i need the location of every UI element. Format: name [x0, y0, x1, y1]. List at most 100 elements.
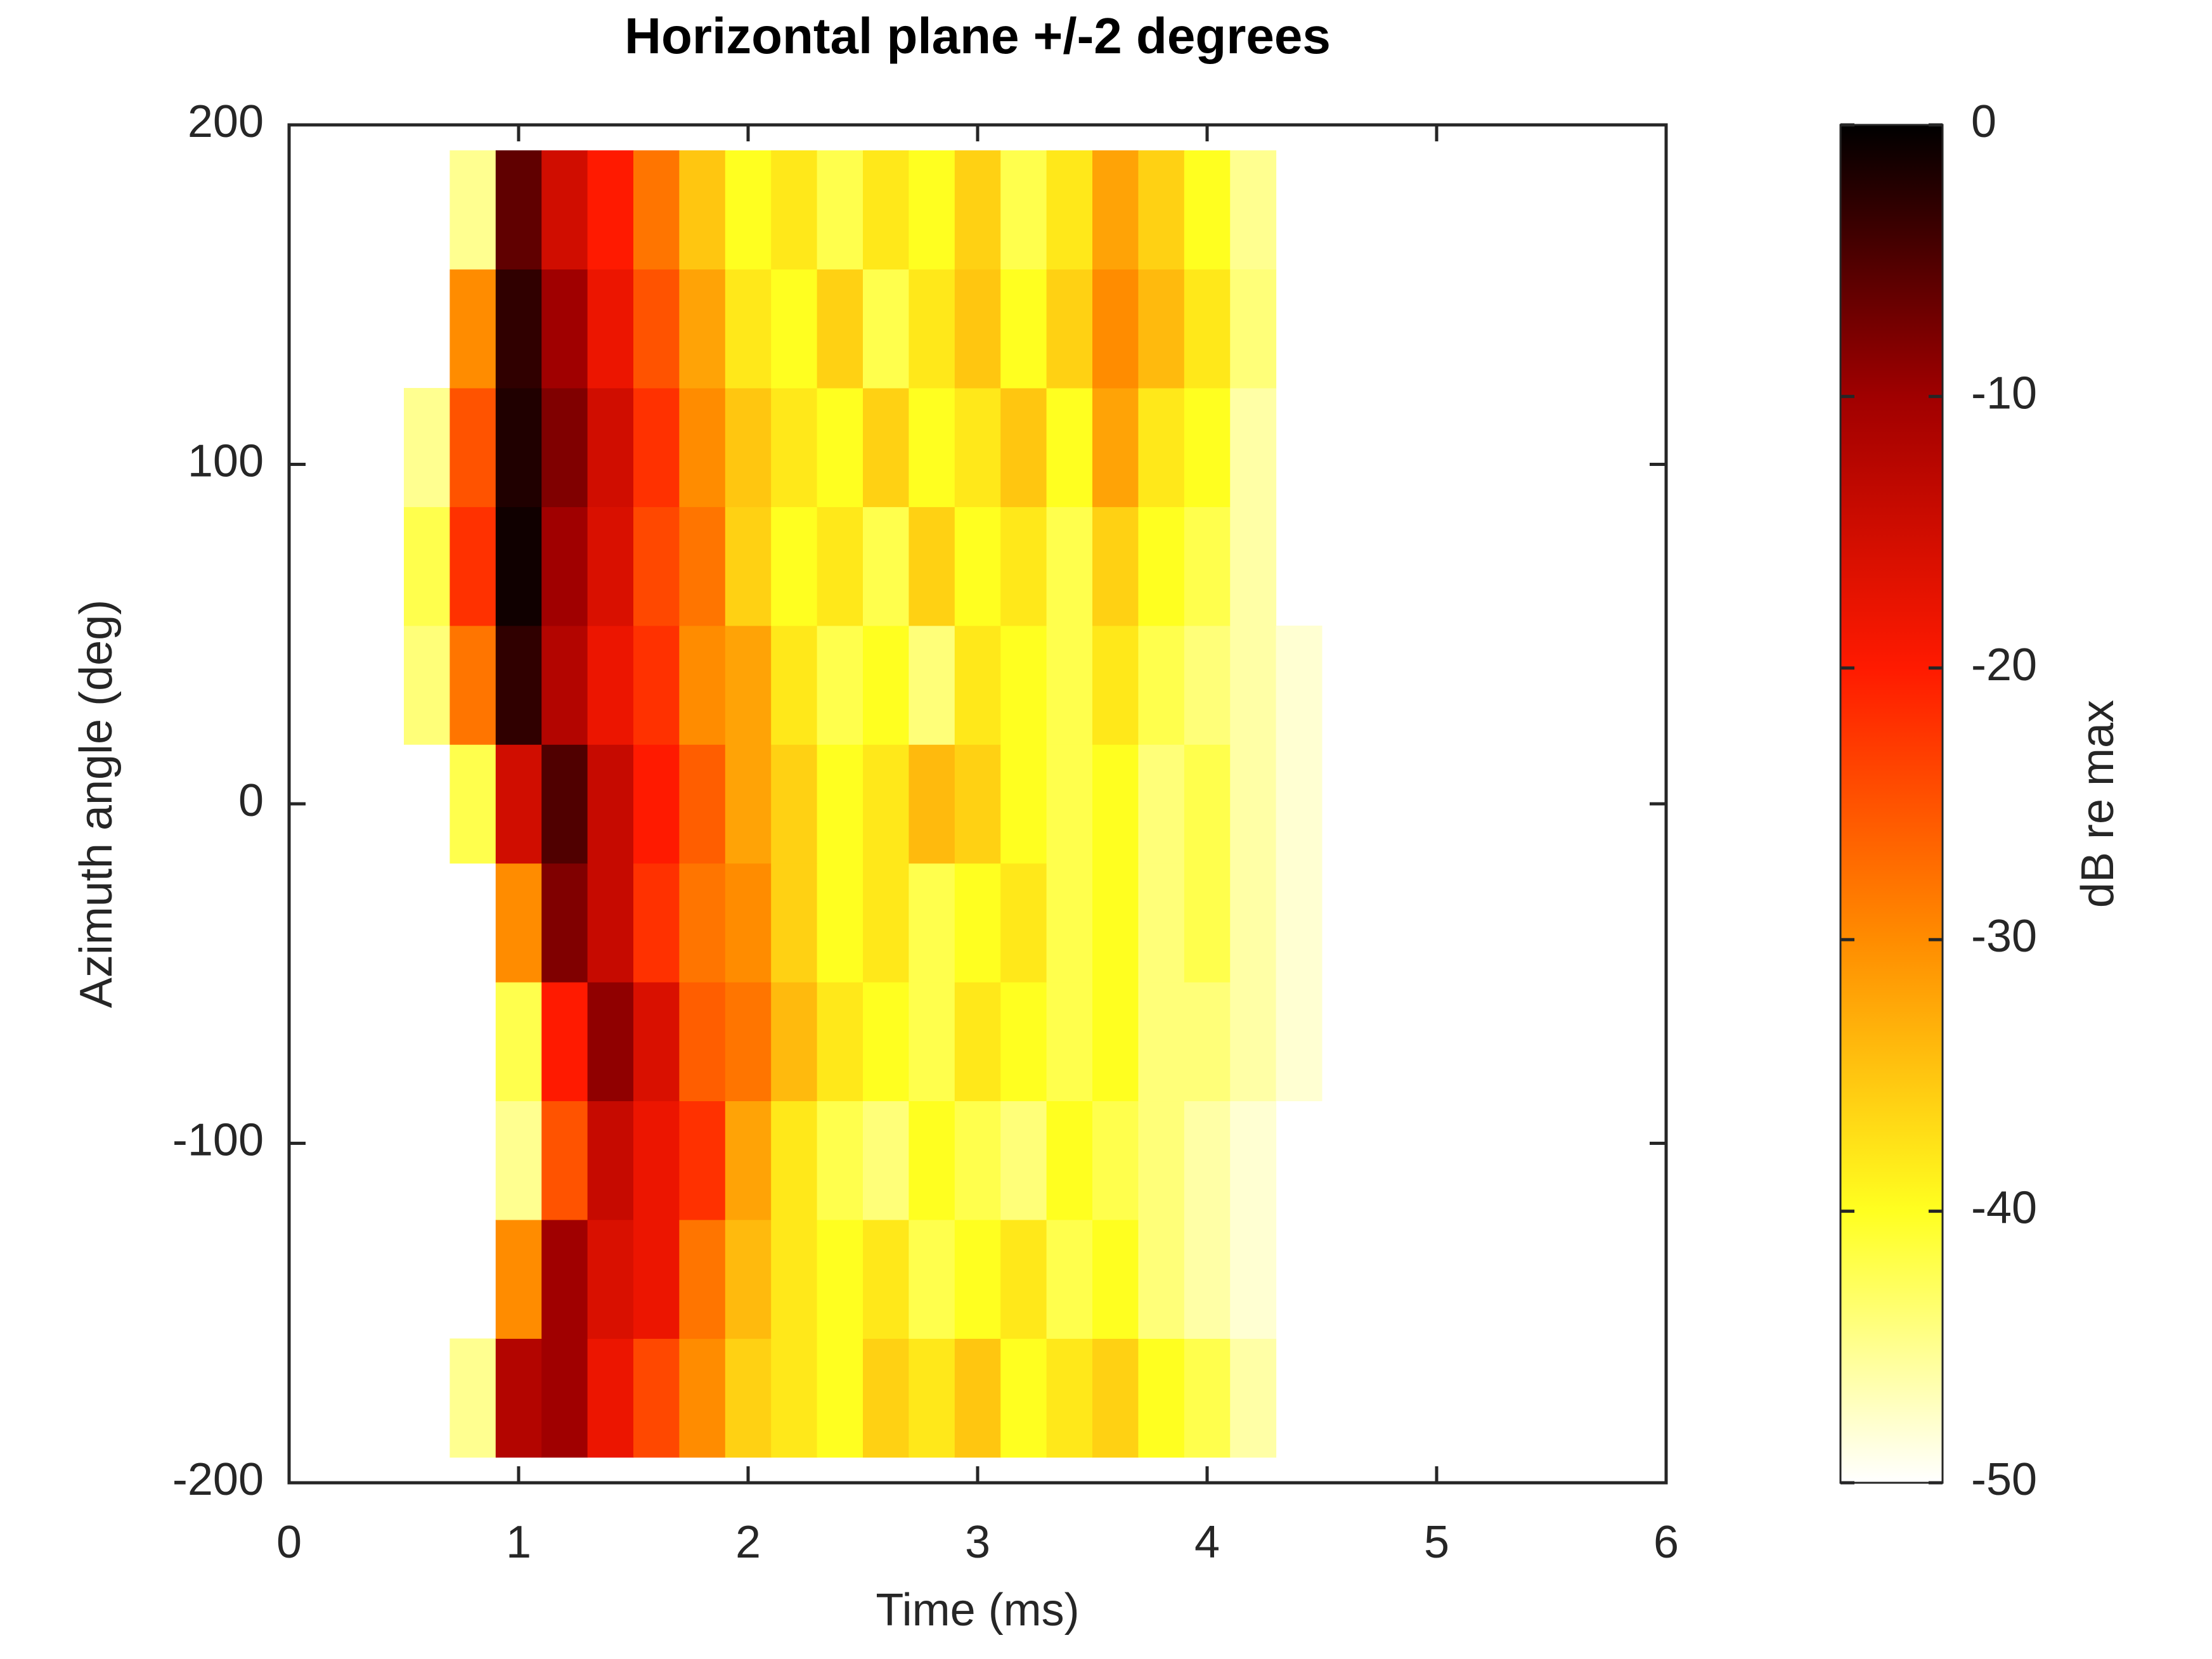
heatmap-cell [587, 1101, 634, 1220]
heatmap-cell [817, 744, 863, 864]
heatmap-cell [679, 388, 726, 507]
heatmap-cell [725, 982, 772, 1102]
heatmap-cell [495, 1219, 542, 1339]
heatmap-cell [1230, 863, 1277, 983]
heatmap-cell [541, 507, 588, 626]
heatmap-cell [541, 269, 588, 389]
heatmap-cell [587, 625, 634, 745]
heatmap-cell [633, 1219, 680, 1339]
heatmap-cell [1184, 269, 1231, 389]
chart-title: Horizontal plane +/-2 degrees [624, 8, 1331, 64]
heatmap-cell [771, 982, 818, 1102]
heatmap-cell [1092, 388, 1139, 507]
heatmap-cell [1092, 1219, 1139, 1339]
heatmap-cell [863, 507, 909, 626]
heatmap-cell [725, 150, 772, 270]
heatmap-cell [909, 863, 955, 983]
heatmap-cell [495, 863, 542, 983]
heatmap-cell [771, 269, 818, 389]
heatmap-cell [450, 625, 496, 745]
heatmap-cell [1230, 1101, 1277, 1220]
heatmap-cell [541, 388, 588, 507]
heatmap-cell [817, 982, 863, 1102]
heatmap-cell [679, 150, 726, 270]
colorbar-tick-label: -20 [1971, 640, 2037, 690]
heatmap-cell [633, 863, 680, 983]
heatmap-cell [1000, 150, 1047, 270]
heatmap-cell [633, 150, 680, 270]
x-tick-label: 1 [506, 1517, 531, 1568]
heatmap-cell [1138, 744, 1185, 864]
y-tick-label: 0 [238, 775, 264, 826]
colorbar [1839, 124, 1944, 1484]
heatmap-cell [1138, 150, 1185, 270]
heatmap-cell [1230, 150, 1277, 270]
heatmap-cell [954, 863, 1001, 983]
heatmap-cell [1184, 1101, 1231, 1220]
heatmap-cell [587, 982, 634, 1102]
heatmap-cell [679, 1219, 726, 1339]
heatmap-cell [633, 1338, 680, 1458]
heatmap-cell [771, 744, 818, 864]
heatmap-cell [1184, 1219, 1231, 1339]
heatmap-cell [541, 1219, 588, 1339]
heatmap-cell [1138, 1219, 1185, 1339]
heatmap-cell [1000, 388, 1047, 507]
heatmap-cell [1092, 150, 1139, 270]
heatmap-cell [817, 1101, 863, 1220]
heatmap-cell [725, 1219, 772, 1339]
heatmap-cell [1000, 1101, 1047, 1220]
heatmap-cell [1000, 863, 1047, 983]
heatmap-cell [771, 625, 818, 745]
heatmap-cell [817, 388, 863, 507]
heatmap-cell [1138, 1101, 1185, 1220]
heatmap-cell [1000, 507, 1047, 626]
heatmap-cell [771, 507, 818, 626]
heatmap-cell [1138, 507, 1185, 626]
heatmap-cell [404, 507, 450, 626]
heatmap-cell [1046, 744, 1093, 864]
heatmap-cell [725, 863, 772, 983]
heatmap-cell [541, 1338, 588, 1458]
heatmap-cell [541, 982, 588, 1102]
colorbar-tick-label: -10 [1971, 368, 2037, 418]
heatmap-cell [1184, 863, 1231, 983]
heatmap-cell [1276, 744, 1323, 864]
heatmap-cell [863, 388, 909, 507]
heatmap-cell [771, 388, 818, 507]
heatmap-cell [679, 982, 726, 1102]
heatmap-cell [541, 863, 588, 983]
heatmap-cell [771, 863, 818, 983]
heatmap-cell [954, 1219, 1001, 1339]
heatmap-cell [817, 150, 863, 270]
heatmap-cell [817, 1338, 863, 1458]
y-tick-label: 200 [188, 96, 264, 147]
heatmap-cell [817, 269, 863, 389]
heatmap-cell [1000, 625, 1047, 745]
heatmap-cell [954, 1101, 1001, 1220]
colorbar-tick-label: -50 [1971, 1454, 2037, 1505]
heatmap-cell [1184, 388, 1231, 507]
heatmap-cell [1230, 1219, 1277, 1339]
heatmap-cell [679, 269, 726, 389]
heatmap-cell [450, 744, 496, 864]
heatmap-cell [495, 1101, 542, 1220]
heatmap-cell [1092, 507, 1139, 626]
heatmap-cell [541, 1101, 588, 1220]
heatmap-cell [863, 625, 909, 745]
heatmap-cell [1138, 1338, 1185, 1458]
heatmap-cell [863, 150, 909, 270]
heatmap-cell [633, 982, 680, 1102]
heatmap-cell [954, 507, 1001, 626]
heatmap-cell [725, 269, 772, 389]
heatmap-cell [1046, 863, 1093, 983]
heatmap-cell [679, 625, 726, 745]
heatmap-cell [1000, 269, 1047, 389]
x-tick-label: 3 [965, 1517, 990, 1568]
heatmap-cell [1092, 625, 1139, 745]
heatmap-cell [817, 625, 863, 745]
heatmap-cell [771, 1338, 818, 1458]
heatmap-cell [909, 507, 955, 626]
heatmap-cell [1276, 982, 1323, 1102]
heatmap-cell [1184, 625, 1231, 745]
